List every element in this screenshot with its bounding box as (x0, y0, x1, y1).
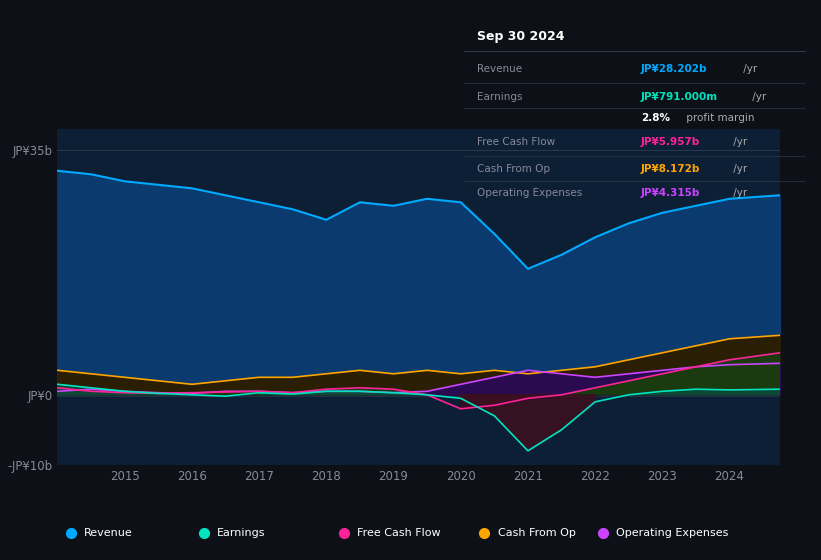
Text: Earnings: Earnings (217, 529, 265, 538)
Text: Free Cash Flow: Free Cash Flow (357, 529, 441, 538)
Text: JP¥4.315b: JP¥4.315b (641, 188, 700, 198)
Text: JP¥791.000m: JP¥791.000m (641, 92, 718, 102)
Text: /yr: /yr (731, 138, 748, 147)
Text: /yr: /yr (731, 164, 748, 174)
Text: /yr: /yr (740, 64, 757, 74)
Text: Revenue: Revenue (84, 529, 133, 538)
Text: Free Cash Flow: Free Cash Flow (478, 138, 556, 147)
Text: Revenue: Revenue (478, 64, 523, 74)
Text: Operating Expenses: Operating Expenses (616, 529, 728, 538)
Text: Cash From Op: Cash From Op (498, 529, 576, 538)
Text: profit margin: profit margin (682, 113, 754, 123)
Text: Operating Expenses: Operating Expenses (478, 188, 583, 198)
Text: /yr: /yr (731, 188, 748, 198)
Text: Earnings: Earnings (478, 92, 523, 102)
Text: JP¥28.202b: JP¥28.202b (641, 64, 708, 74)
Text: Sep 30 2024: Sep 30 2024 (478, 30, 565, 43)
Text: JP¥8.172b: JP¥8.172b (641, 164, 700, 174)
Text: JP¥5.957b: JP¥5.957b (641, 138, 700, 147)
Text: Cash From Op: Cash From Op (478, 164, 551, 174)
Text: /yr: /yr (750, 92, 767, 102)
Text: 2.8%: 2.8% (641, 113, 670, 123)
